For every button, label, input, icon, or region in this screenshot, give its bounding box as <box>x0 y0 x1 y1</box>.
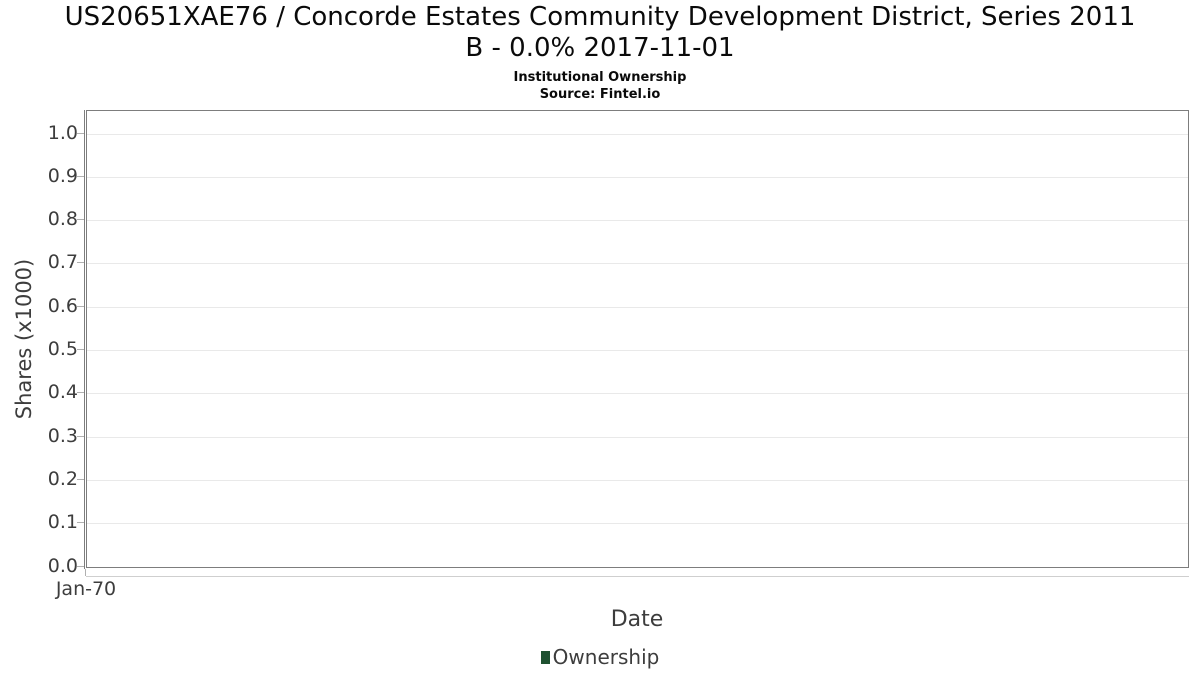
gridline <box>87 437 1188 438</box>
chart-title-line2: B - 0.0% 2017-11-01 <box>465 33 735 63</box>
gridline <box>87 177 1188 178</box>
chart-source: Source: Fintel.io <box>539 87 661 102</box>
y-tick-label: 0.5 <box>47 338 78 360</box>
y-tick-mark <box>77 566 84 567</box>
chart-subtitle: Institutional Ownership <box>513 70 687 85</box>
y-tick-mark <box>77 522 84 523</box>
y-tick-mark <box>77 262 84 263</box>
y-tick-label: 0.1 <box>47 511 78 533</box>
y-tick-mark <box>77 176 84 177</box>
gridline <box>87 263 1188 264</box>
x-tick-label: Jan-70 <box>55 578 117 600</box>
legend-marker-icon <box>540 650 550 664</box>
y-tick-mark <box>77 479 84 480</box>
gridline <box>87 220 1188 221</box>
y-axis-line <box>84 110 85 569</box>
y-tick-label: 0.0 <box>47 555 78 577</box>
gridline <box>87 134 1188 135</box>
gridline <box>87 307 1188 308</box>
y-tick-label: 0.9 <box>47 165 78 187</box>
gridline <box>87 350 1188 351</box>
y-tick-mark <box>77 349 84 350</box>
y-tick-label: 1.0 <box>47 122 78 144</box>
legend-label: Ownership <box>552 645 660 669</box>
x-axis-title: Date <box>610 607 664 632</box>
x-tick-mark <box>85 569 86 576</box>
y-tick-mark <box>77 133 84 134</box>
gridline <box>87 523 1188 524</box>
chart-header: US20651XAE76 / Concorde Estates Communit… <box>0 2 1200 103</box>
y-tick-label: 0.6 <box>47 295 78 317</box>
gridline <box>87 393 1188 394</box>
y-tick-mark <box>77 436 84 437</box>
y-tick-label: 0.2 <box>47 468 78 490</box>
legend: Ownership <box>0 646 1200 668</box>
y-tick-label: 0.7 <box>47 251 78 273</box>
plot-area <box>86 110 1189 568</box>
y-tick-mark <box>77 392 84 393</box>
x-axis-line <box>86 576 1189 577</box>
legend-item-ownership[interactable]: Ownership <box>540 645 660 669</box>
chart-title-line1: US20651XAE76 / Concorde Estates Communit… <box>64 2 1136 32</box>
gridline <box>87 480 1188 481</box>
y-tick-label: 0.3 <box>47 425 78 447</box>
y-tick-label: 0.4 <box>47 381 78 403</box>
y-tick-mark <box>77 306 84 307</box>
y-tick-mark <box>77 219 84 220</box>
y-tick-label: 0.8 <box>47 208 78 230</box>
